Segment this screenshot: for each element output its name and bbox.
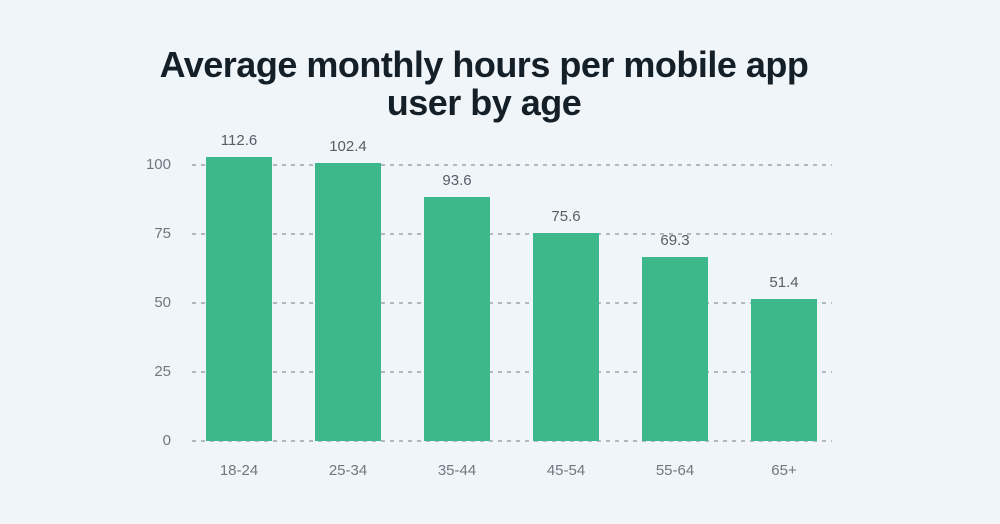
gridline: [192, 440, 832, 442]
y-tick-label: 25: [154, 363, 171, 380]
y-tick-label: 50: [154, 294, 171, 311]
bar: [424, 197, 490, 441]
y-tick-label: 75: [154, 225, 171, 242]
x-tick-label: 65+: [771, 462, 797, 479]
bar: [751, 299, 817, 441]
gridline: [192, 302, 832, 304]
gridline: [192, 371, 832, 373]
bar: [533, 233, 599, 441]
chart-title: Average monthly hours per mobile app use…: [159, 44, 809, 123]
x-tick-label: 25-34: [328, 462, 368, 479]
bar: [642, 257, 708, 441]
y-tick-label: 100: [145, 156, 171, 173]
bar: [206, 157, 272, 441]
x-tick-label: 18-24: [219, 462, 259, 479]
bar-value-label: 51.4: [769, 274, 799, 291]
bar: [315, 163, 381, 441]
x-tick-label: 35-44: [437, 462, 477, 479]
x-tick-label: 55-64: [655, 462, 695, 479]
bar-value-label: 93.6: [442, 172, 472, 189]
gridline: [192, 233, 832, 235]
bar-value-label: 75.6: [551, 208, 581, 225]
bar-value-label: 102.4: [329, 138, 367, 155]
bar-value-label: 69.3: [660, 232, 690, 249]
x-tick-label: 45-54: [546, 462, 586, 479]
gridline: [192, 164, 832, 166]
y-tick-label: 0: [162, 432, 171, 449]
bar-value-label: 112.6: [220, 132, 258, 149]
